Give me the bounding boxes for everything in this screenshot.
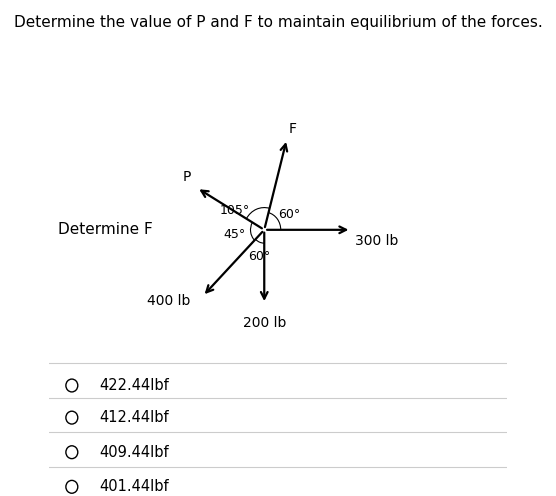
- Text: 422.44lbf: 422.44lbf: [100, 378, 169, 393]
- Text: F: F: [288, 122, 296, 136]
- Text: 200 lb: 200 lb: [242, 316, 286, 330]
- Text: 412.44lbf: 412.44lbf: [100, 410, 169, 425]
- Text: 409.44lbf: 409.44lbf: [100, 445, 169, 460]
- Text: Determine F: Determine F: [58, 222, 153, 237]
- Text: 400 lb: 400 lb: [147, 294, 190, 308]
- Text: 60°: 60°: [279, 208, 301, 222]
- Text: 300 lb: 300 lb: [355, 234, 398, 248]
- Text: 401.44lbf: 401.44lbf: [100, 479, 169, 495]
- Text: P: P: [182, 170, 191, 184]
- Text: 45°: 45°: [224, 228, 246, 241]
- Text: Determine the value of P and F to maintain equilibrium of the forces.: Determine the value of P and F to mainta…: [14, 15, 542, 30]
- Text: 60°: 60°: [249, 250, 271, 263]
- Text: 105°: 105°: [220, 203, 250, 217]
